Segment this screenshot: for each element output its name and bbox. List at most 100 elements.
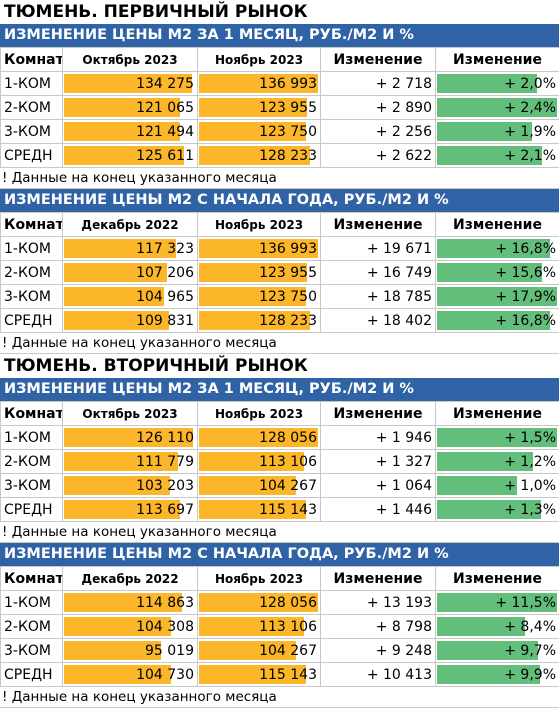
data-row: 1-КОМ 126 110 128 056 + 1 946 + 1,5% [0,425,559,450]
data-bar [199,287,307,306]
data-bar [437,263,542,282]
value-cell: + 16,8% [435,308,559,333]
cell-text: 123 955 [259,264,317,281]
value-cell: + 1 946 [320,425,436,450]
data-bar [437,500,541,519]
cell-text: 121 065 [136,99,194,116]
cell-text: + 1,9% [504,123,556,140]
value-cell: + 16,8% [435,236,559,261]
cell-text: 3-КОМ [4,642,51,659]
data-bar [64,122,181,141]
header-cell: Комнат [0,566,63,591]
value-cell: 123 955 [197,260,321,285]
cell-text: 113 697 [136,501,194,518]
cell-text: СРЕДН [4,312,53,329]
data-row: 3-КОМ 104 965 123 750 + 18 785 + 17,9% [0,284,559,309]
value-cell: + 18 402 [320,308,436,333]
data-bar [64,476,170,495]
cell-text: 95 019 [145,642,194,659]
value-cell: 128 233 [197,143,321,168]
value-cell: + 16 749 [320,260,436,285]
cell-text: + 2 890 [375,99,432,116]
cell-text: + 1,5% [504,429,556,446]
cell-text: + 9,9% [504,666,556,683]
data-bar [64,287,165,306]
value-cell: + 1,3% [435,497,559,522]
table-heading: ИЗМЕНЕНИЕ ЦЕНЫ М2 С НАЧАЛА ГОДА, РУБ./М2… [0,543,559,566]
value-cell: 114 863 [62,590,198,615]
table-heading: ИЗМЕНЕНИЕ ЦЕНЫ М2 ЗА 1 МЕСЯЦ, РУБ./М2 И … [0,24,559,47]
value-cell: 104 730 [62,662,198,687]
data-bar [64,500,181,519]
room-cell: 3-КОМ [0,638,63,663]
data-bar [199,593,318,612]
header-cell: Декабрь 2022 [62,566,198,591]
room-cell: СРЕДН [0,497,63,522]
value-cell: + 2 622 [320,143,436,168]
value-cell: + 8 798 [320,614,436,639]
cell-text: 104 267 [259,477,317,494]
value-cell: + 2,0% [435,71,559,96]
value-cell: + 1,9% [435,119,559,144]
cell-text: + 16,8% [495,240,556,257]
value-cell: 136 993 [197,236,321,261]
value-cell: 123 955 [197,95,321,120]
cell-text: 136 993 [259,75,317,92]
data-bar [437,665,541,684]
data-bar [64,146,185,165]
cell-text: 1-КОМ [4,594,51,611]
header-cell: Ноябрь 2023 [197,401,321,426]
header-cell: Комнат [0,401,63,426]
value-cell: + 1 064 [320,473,436,498]
value-cell: 136 993 [197,71,321,96]
value-cell: 126 110 [62,425,198,450]
data-bar [437,74,537,93]
data-bar [437,593,557,612]
data-bar [437,98,557,117]
cell-text: 128 233 [259,312,317,329]
cell-text: + 9,7% [504,642,556,659]
data-bar [199,476,296,495]
cell-text: + 15,6% [495,264,556,281]
value-cell: + 2,4% [435,95,559,120]
data-bar [199,146,311,165]
value-cell: + 9 248 [320,638,436,663]
data-bar [199,263,307,282]
data-row: СРЕДН 113 697 115 143 + 1 446 + 1,3% [0,497,559,522]
value-cell: 128 056 [197,425,321,450]
header-cell: Изменение [435,212,559,237]
cell-text: 2-КОМ [4,618,51,635]
data-row: 3-КОМ 121 494 123 750 + 2 256 + 1,9% [0,119,559,144]
data-bar [199,74,318,93]
cell-text: 115 143 [259,501,317,518]
value-cell: + 17,9% [435,284,559,309]
data-bar [199,617,305,636]
cell-text: + 13 193 [366,594,432,611]
value-cell: 128 233 [197,308,321,333]
value-cell: + 9,9% [435,662,559,687]
value-cell: + 1 327 [320,449,436,474]
cell-text: + 1,2% [504,453,556,470]
data-bar [199,665,306,684]
data-row: 2-КОМ 121 065 123 955 + 2 890 + 2,4% [0,95,559,120]
cell-text: + 18 785 [366,288,432,305]
data-bar [437,239,550,258]
data-bar [437,287,557,306]
data-bar [437,452,533,471]
value-cell: + 1,0% [435,473,559,498]
value-cell: 117 323 [62,236,198,261]
header-cell: Ноябрь 2023 [197,47,321,72]
cell-text: СРЕДН [4,666,53,683]
data-row: СРЕДН 109 831 128 233 + 18 402 + 16,8% [0,308,559,333]
data-bar [437,617,525,636]
room-cell: СРЕДН [0,662,63,687]
value-cell: 128 056 [197,590,321,615]
cell-text: 121 494 [136,123,194,140]
data-row: 1-КОМ 117 323 136 993 + 19 671 + 16,8% [0,236,559,261]
header-cell: Ноябрь 2023 [197,212,321,237]
cell-text: + 2 622 [375,147,432,164]
value-cell: + 19 671 [320,236,436,261]
cell-text: + 2 256 [375,123,432,140]
cell-text: 107 206 [136,264,194,281]
data-bar [199,122,307,141]
